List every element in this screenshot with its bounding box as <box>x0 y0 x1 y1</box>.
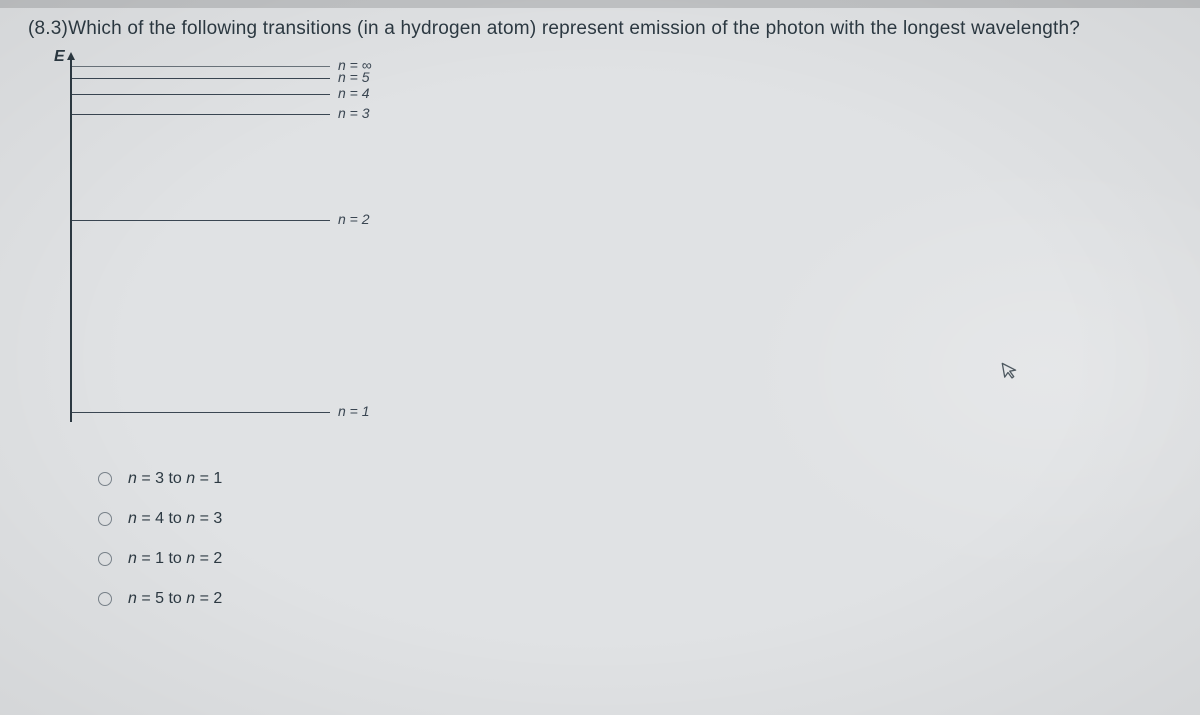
option-b[interactable]: n = 4 to n = 3 <box>98 510 1172 528</box>
option-a[interactable]: n = 3 to n = 1 <box>98 470 1172 488</box>
energy-level-label: n = 1 <box>338 403 370 419</box>
energy-level-line <box>72 78 330 79</box>
energy-level-label: n = 5 <box>338 69 370 85</box>
radio-d[interactable] <box>98 592 112 606</box>
energy-level-line <box>72 94 330 95</box>
radio-a[interactable] <box>98 472 112 486</box>
energy-level-label: n = 2 <box>338 211 370 227</box>
y-axis-label: E <box>54 48 65 66</box>
energy-level-label: n = 4 <box>338 85 370 101</box>
top-edge-shadow <box>0 0 1200 8</box>
energy-level-line <box>72 114 330 115</box>
option-label-b: n = 4 to n = 3 <box>128 510 222 528</box>
question-text: (8.3)Which of the following transitions … <box>28 18 1172 40</box>
answer-options: n = 3 to n = 1 n = 4 to n = 3 n = 1 to n =… <box>98 470 1172 608</box>
radio-b[interactable] <box>98 512 112 526</box>
question-container: (8.3)Which of the following transitions … <box>0 0 1200 608</box>
y-axis <box>70 58 72 422</box>
question-body: Which of the following transitions (in a… <box>68 18 1080 39</box>
option-d[interactable]: n = 5 to n = 2 <box>98 590 1172 608</box>
energy-level-line <box>72 66 330 67</box>
radio-c[interactable] <box>98 552 112 566</box>
energy-level-label: n = 3 <box>338 105 370 121</box>
energy-level-diagram: E n = ∞n = 5n = 4n = 3n = 2n = 1 <box>70 50 430 430</box>
question-number: (8.3) <box>28 18 68 39</box>
energy-level-line <box>72 412 330 413</box>
option-label-a: n = 3 to n = 1 <box>128 470 222 488</box>
energy-level-line <box>72 220 330 221</box>
option-label-d: n = 5 to n = 2 <box>128 590 222 608</box>
option-c[interactable]: n = 1 to n = 2 <box>98 550 1172 568</box>
option-label-c: n = 1 to n = 2 <box>128 550 222 568</box>
